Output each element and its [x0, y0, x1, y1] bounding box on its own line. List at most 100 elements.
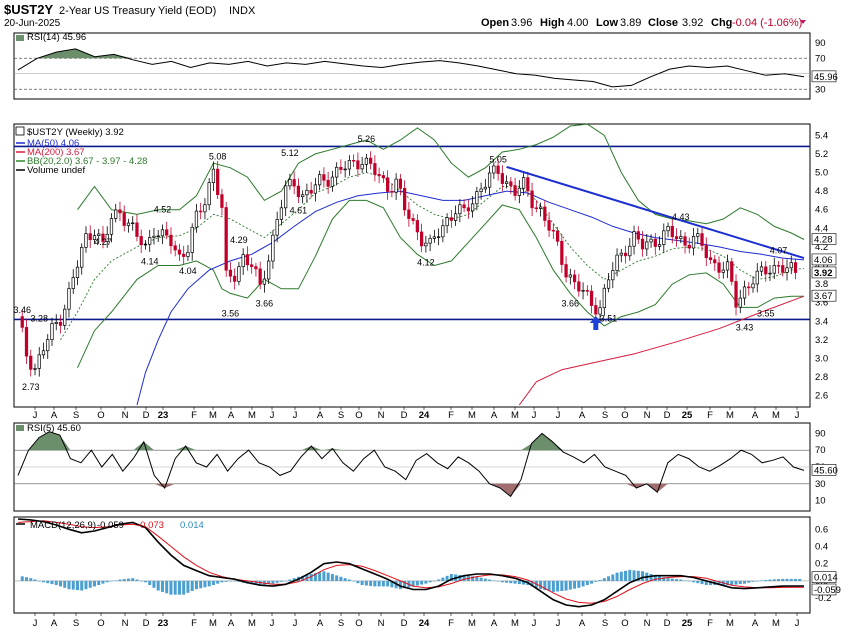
candle-body	[288, 179, 292, 187]
candle-body	[250, 264, 254, 267]
macd-hist-bar	[63, 580, 67, 588]
macd-hist-bar	[318, 572, 322, 581]
candle-body	[360, 163, 364, 170]
macd-hist-bar	[543, 580, 547, 591]
candle-body	[258, 268, 262, 285]
candle-body	[284, 185, 288, 209]
low-value: 3.89	[620, 17, 641, 29]
ma200-line	[518, 295, 805, 406]
candle-body	[581, 290, 585, 292]
macd-hist-bar	[449, 574, 453, 581]
symbol-label: $UST2Y	[4, 2, 53, 17]
x-axis-label: M	[468, 618, 476, 629]
rsi5-y-tick: 30	[815, 479, 826, 490]
macd-hist-bar	[335, 575, 339, 581]
macd-hist-bar	[420, 580, 424, 585]
price-annotation: 5.08	[209, 151, 227, 161]
x-axis-label: M	[248, 410, 256, 421]
candle-body	[186, 252, 190, 257]
high-value: 4.00	[567, 17, 588, 29]
candle-body	[594, 305, 598, 315]
macd-hist-bar	[539, 580, 543, 590]
candle-body	[768, 272, 772, 275]
candle-body	[449, 217, 453, 221]
candle-body	[152, 235, 156, 238]
candle-body	[207, 182, 211, 206]
candle-body	[322, 174, 326, 181]
x-axis-label: D	[143, 410, 150, 421]
candle-body	[199, 210, 203, 213]
candle-body	[564, 264, 568, 278]
candle-body	[398, 178, 403, 189]
price-legend-candle-icon	[15, 126, 25, 136]
candle-body	[492, 165, 496, 174]
macd-hist-bar	[441, 577, 445, 581]
candle-body	[241, 254, 245, 268]
x-axis-label: O	[621, 618, 628, 629]
macd-hist-bar	[619, 571, 623, 581]
price-legend-item: MA(50) 4.06	[27, 138, 79, 149]
price-y-tick: 2.8	[815, 372, 828, 383]
macd-hist-bar	[513, 580, 517, 584]
candle-body	[67, 288, 71, 310]
macd-hist-bar	[615, 572, 619, 581]
x-axis-label: A	[752, 618, 759, 629]
price-panel: 5.4 5.2 5.0 4.8 4.6 4.4 4.2 4.0 3.8 3.6 3.4 3.2 3.0 2…	[13, 123, 837, 408]
x-axis-label: A	[228, 410, 235, 421]
macd-hist-bar	[628, 569, 632, 581]
macd-hist-bar	[71, 580, 75, 590]
macd-hist-bar	[67, 580, 71, 590]
instrument-name: 2-Year US Treasury Yield (EOD)	[59, 5, 216, 17]
x-axis-label: O	[355, 618, 362, 629]
macd-hist-bar	[585, 580, 589, 586]
candle-body	[645, 241, 649, 250]
price-annotation: 3.66	[562, 298, 580, 308]
candle-body	[530, 190, 534, 209]
x-axis-label: F	[448, 410, 454, 421]
x-axis-label: A	[579, 410, 586, 421]
candle-body	[143, 243, 148, 246]
ma50-line	[136, 190, 805, 406]
x-axis-label: F	[707, 410, 713, 421]
price-annotation: 4.04	[179, 266, 197, 276]
candle-body	[139, 236, 143, 246]
macd-hist-bar	[386, 580, 390, 587]
candle-body	[71, 277, 75, 289]
macd-hist-bar	[309, 574, 313, 581]
macd-hist-bar	[135, 579, 139, 581]
x-axis-label: S	[338, 410, 344, 421]
macd-hist-bar	[88, 580, 92, 588]
rsi14-panel-frame	[13, 32, 811, 100]
rsi14-title: RSI(14) 45.96	[27, 32, 86, 43]
candle-body	[271, 234, 275, 262]
macd-hist-bar	[798, 578, 802, 581]
candle-body	[352, 160, 356, 162]
x-axis-label: A	[317, 618, 324, 629]
macd-hist-bar	[794, 578, 798, 581]
candle-body	[343, 168, 347, 171]
candle-body	[504, 181, 509, 184]
price-legend-item: BB(20,2.0) 3.67 - 3.97 - 4.28	[27, 156, 147, 167]
x-axis-label: N	[378, 618, 385, 629]
x-axis-label: J	[293, 410, 298, 421]
macd-hist-bar	[717, 580, 721, 586]
macd-hist-bar	[390, 580, 394, 588]
macd-hist-bar	[751, 580, 755, 582]
macd-hist-bar	[58, 580, 62, 587]
candle-body	[84, 233, 88, 248]
macd-hist-bar	[564, 580, 568, 591]
candle-body	[237, 266, 241, 282]
macd-hist-bar	[483, 578, 487, 581]
macd-hist-bar	[403, 580, 407, 589]
macd-hist-bar	[704, 580, 708, 586]
macd-hist-bar	[207, 580, 211, 587]
macd-hist-bar	[114, 580, 118, 581]
candle-body	[126, 222, 131, 226]
macd-hist-bar	[356, 580, 360, 584]
candle-body	[169, 234, 173, 247]
rsi14-last-label-box	[811, 70, 837, 83]
candle-body	[577, 281, 581, 292]
candle-body	[696, 233, 700, 237]
macd-hist-bar	[424, 580, 428, 584]
macd-hist-bar	[177, 580, 181, 595]
